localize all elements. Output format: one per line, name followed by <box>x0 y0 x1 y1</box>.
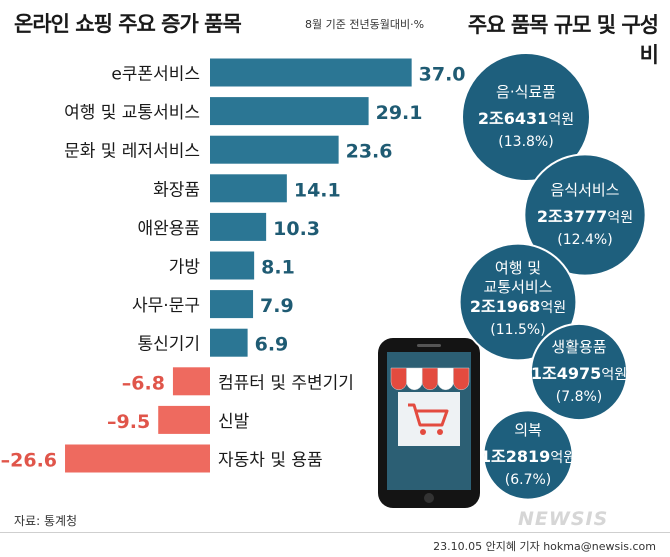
awning-stripe <box>437 367 454 390</box>
phone-home-button <box>424 493 434 503</box>
bubble-name: 여행 및 <box>495 259 541 277</box>
value-label: 6.9 <box>255 334 289 356</box>
category-label: 문화 및 레저서비스 <box>64 142 200 162</box>
credit-line: 23.10.05 안지혜 기자 hokma@newsis.com <box>433 540 656 553</box>
cart-wheel-icon <box>420 429 426 435</box>
awning-stripe <box>453 367 470 390</box>
category-label: 자동차 및 용품 <box>218 451 323 471</box>
bubble-share: (7.8%) <box>556 389 603 405</box>
bubble-circle <box>458 242 578 362</box>
value-label: –9.5 <box>107 411 150 433</box>
bubble-circle <box>461 52 591 182</box>
awning-stripe <box>406 367 423 390</box>
chart-title: 온라인 쇼핑 주요 증가 품목 <box>14 12 242 36</box>
category-label: 여행 및 교통서비스 <box>64 103 200 123</box>
bubble-share: (12.4%) <box>557 232 612 248</box>
shop-window <box>398 392 460 446</box>
bar-5 <box>210 212 267 241</box>
category-label: 통신기기 <box>137 335 200 355</box>
category-label: 신발 <box>218 412 250 432</box>
value-label: 14.1 <box>294 179 341 201</box>
bubble-share: (11.5%) <box>490 322 545 338</box>
category-label: 컴퓨터 및 주변기기 <box>218 373 354 393</box>
bubble-circle <box>529 322 629 422</box>
cart-icon <box>408 403 449 427</box>
bubble-title: 주요 품목 규모 및 구성비 <box>467 13 659 67</box>
category-label: 애완용품 <box>137 219 200 239</box>
bubble-name: 의복 <box>514 421 542 439</box>
value-label: –6.8 <box>122 372 165 394</box>
bubble-amount: 1조4975억원 <box>531 364 627 383</box>
bubble-amount: 2조6431억원 <box>478 109 574 128</box>
bubble-circle <box>482 409 574 501</box>
chart-subtitle: 8월 기준 전년동월대비·% <box>305 18 425 31</box>
bubble-name: 생활용품 <box>551 338 606 356</box>
newsis-watermark: NEWSIS <box>518 508 609 530</box>
bar-4 <box>210 174 287 203</box>
awning-stripe <box>390 367 407 390</box>
source-note: 자료: 통계청 <box>14 514 78 528</box>
bubble-4: 생활용품 1조4975억원 (7.8%) <box>529 322 629 422</box>
category-label: e쿠폰서비스 <box>111 65 200 85</box>
bar-8 <box>210 328 248 357</box>
value-label: 7.9 <box>260 295 294 317</box>
bar-10 <box>158 405 210 434</box>
value-label: 8.1 <box>261 257 295 279</box>
bubble-amount: 1조2819억원 <box>480 447 576 466</box>
bubble-name: 교통서비스 <box>483 278 552 296</box>
bubble-2: 음식서비스 2조3777억원 (12.4%) <box>523 153 647 277</box>
awning-stripe <box>421 367 439 390</box>
bubble-5: 의복 1조2819억원 (6.7%) <box>480 409 576 501</box>
value-label: 29.1 <box>376 102 423 124</box>
phone-shopping-illustration <box>378 338 480 508</box>
bar-6 <box>210 251 255 280</box>
bubble-amount: 2조3777억원 <box>537 207 633 226</box>
bubble-1: 음·식료품 2조6431억원 (13.8%) <box>461 52 591 182</box>
bar-1 <box>210 58 412 87</box>
bubble-share: (6.7%) <box>505 472 552 488</box>
bubble-group: 음·식료품 2조6431억원 (13.8%) 음식서비스 2조3777억원 (12.4%)… <box>458 52 647 501</box>
bubble-name: 음식서비스 <box>550 181 619 199</box>
phone-speaker <box>417 344 441 347</box>
cart-wheel-icon <box>437 429 443 435</box>
category-label: 사무·문구 <box>132 296 200 316</box>
bubble-circle <box>523 153 647 277</box>
bar-11 <box>65 444 210 473</box>
bar-2 <box>210 97 369 126</box>
bar-7 <box>210 290 254 319</box>
bubble-name: 음·식료품 <box>496 83 556 101</box>
category-label: 화장품 <box>153 180 200 200</box>
value-label: 23.6 <box>346 141 393 163</box>
footer-divider <box>0 532 670 533</box>
value-label: 10.3 <box>273 218 320 240</box>
category-label: 가방 <box>169 258 201 278</box>
bar-9 <box>172 367 210 396</box>
value-label: –26.6 <box>1 450 57 472</box>
value-label: 37.0 <box>419 64 466 86</box>
bubble-amount: 2조1968억원 <box>470 297 566 316</box>
bubble-share: (13.8%) <box>498 134 553 150</box>
bar-group: e쿠폰서비스 37.0 여행 및 교통서비스 29.1 문화 및 레저서비스 23.6 화장… <box>1 58 466 473</box>
bar-3 <box>210 135 339 164</box>
